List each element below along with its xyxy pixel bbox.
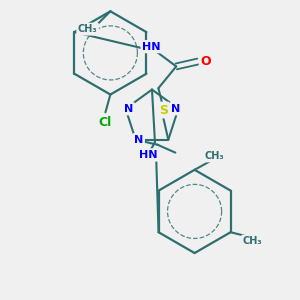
Text: Cl: Cl xyxy=(99,116,112,129)
Text: CH₃: CH₃ xyxy=(205,151,224,161)
Text: O: O xyxy=(201,55,211,68)
Text: S: S xyxy=(159,103,168,116)
Text: HN: HN xyxy=(139,150,157,160)
Text: CH₃: CH₃ xyxy=(78,24,98,34)
Text: N: N xyxy=(124,104,133,114)
Text: HN: HN xyxy=(142,42,161,52)
Text: N: N xyxy=(171,104,180,114)
Text: N: N xyxy=(134,135,143,145)
Text: CH₃: CH₃ xyxy=(243,236,262,246)
